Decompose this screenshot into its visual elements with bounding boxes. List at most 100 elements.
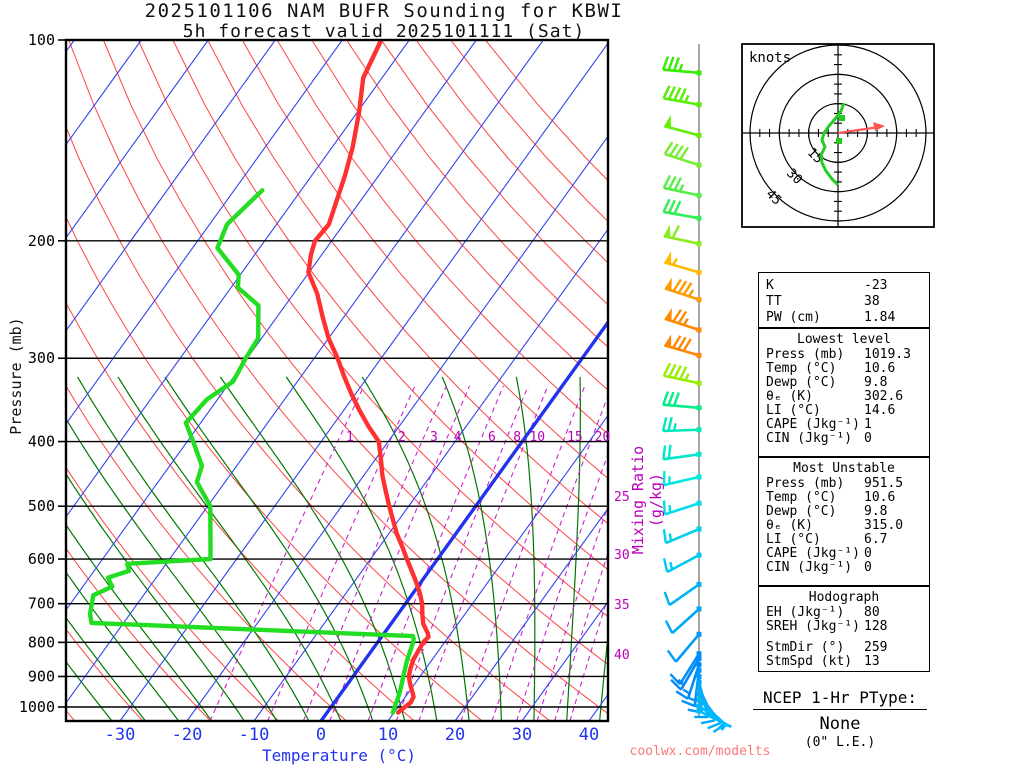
stats-row: CIN (Jkg⁻¹) 0 — [759, 432, 929, 446]
ptype-block: NCEP 1-Hr PType: None (0" L.E.) — [753, 688, 927, 751]
barb-station-dot — [696, 703, 702, 709]
stats-row: LI (°C) 6.7 — [759, 533, 929, 547]
mixing-ratio-line — [554, 551, 608, 721]
mixing-ratio-labels: 1 2 3 4 6 8 10 15 20 25 30 35 40 — [346, 430, 630, 663]
pressure-tick-label: 900 — [28, 667, 55, 685]
moist-adiabat — [66, 660, 113, 721]
mixing-ratio-line — [491, 394, 608, 721]
stats-label: SREH (Jkg⁻¹) — [766, 619, 860, 634]
moist-adiabat — [361, 376, 470, 721]
barb-half — [682, 688, 691, 695]
stats-value: 13 — [864, 654, 880, 669]
mixing-ratio-line — [536, 504, 608, 721]
wind-barb — [662, 444, 702, 461]
barb-half — [682, 317, 689, 326]
stats-row: StmSpd (kt) 13 — [759, 655, 929, 669]
barb-full — [662, 198, 671, 213]
barb-full — [661, 417, 668, 432]
barb-station-dot — [696, 691, 702, 697]
stats-label: Press (mb) — [766, 347, 845, 362]
isotherm — [253, 228, 608, 721]
barb-station-dot — [696, 667, 702, 673]
hodograph-units-label: knots — [749, 50, 791, 66]
pressure-tick-label: 700 — [28, 595, 55, 613]
barb-half — [668, 533, 673, 542]
wind-barb — [663, 224, 702, 247]
stats-label: StmSpd (kt) — [766, 654, 853, 669]
wind-barb — [670, 656, 702, 691]
barb-station-dot — [696, 474, 702, 480]
barb-full — [662, 56, 670, 71]
stats-label: θₑ (K) — [766, 389, 813, 404]
barb-station-dot — [696, 269, 702, 275]
stats-label: CIN (Jkg⁻¹) — [766, 560, 853, 575]
barb-full — [668, 363, 677, 378]
temperature-curve — [306, 40, 431, 715]
stats-box-lowest-level: Lowest level Press (mb) 1019.3 Temp (°C) 10.… — [758, 328, 930, 457]
wind-barb — [664, 277, 702, 303]
mixing-ratio-line — [460, 385, 586, 721]
temperature-axis-title: Temperature (°C) — [261, 746, 417, 765]
barb-full — [662, 558, 669, 573]
stats-value: 259 — [864, 640, 888, 655]
temperature-axis: -30 -20 -10 0 10 20 30 40 — [105, 725, 600, 745]
stats-row: CAPE (Jkg⁻¹) 0 — [759, 547, 929, 561]
stats-label: PW (cm) — [766, 310, 821, 325]
mixing-ratio-label: 40 — [614, 648, 630, 663]
barb-station-dot — [696, 606, 702, 612]
barb-full — [668, 143, 679, 157]
barb-half — [684, 94, 690, 103]
barb-full — [681, 699, 696, 708]
temperature-tick-label: 20 — [445, 725, 465, 745]
barb-shaft — [664, 317, 700, 332]
stats-value: 1019.3 — [864, 347, 911, 362]
barb-flag — [664, 114, 671, 128]
barb-half — [720, 723, 728, 731]
barb-station-dot — [696, 526, 702, 532]
temperature-tick-label: -20 — [172, 725, 203, 745]
stats-row: θₑ (K) 302.6 — [759, 390, 929, 404]
barb-shaft — [674, 633, 700, 663]
stats-label: EH (Jkg⁻¹) — [766, 605, 845, 620]
barb-shaft — [663, 234, 700, 245]
storm-motion-arrowhead — [873, 122, 885, 131]
barb-full — [677, 310, 688, 324]
stats-row: K -23 — [759, 278, 929, 294]
wind-barb — [664, 334, 702, 358]
moist-adiabat-lines — [66, 376, 608, 721]
moist-adiabat — [76, 376, 310, 721]
wind-barb — [669, 651, 702, 686]
mixing-ratio-label: 25 — [614, 490, 630, 505]
pressure-tick-label: 300 — [28, 349, 55, 367]
mixing-ratio-label: 3 — [430, 430, 438, 445]
wind-barb — [662, 174, 702, 198]
mixing-ratio-axis-title: Mixing Ratio (g/kg) — [629, 445, 665, 555]
stats-row: TT 38 — [759, 294, 929, 310]
barb-full — [664, 620, 674, 634]
stats-row: StmDir (°) 259 — [759, 641, 929, 655]
barb-station-dot — [696, 500, 702, 506]
stats-label: Press (mb) — [766, 476, 845, 491]
stats-box-hodograph: Hodograph EH (Jkg⁻¹) 80 SREH (Jkg⁻¹) 128 StmD… — [758, 586, 930, 672]
moist-adiabat — [441, 376, 502, 721]
profiles — [87, 40, 431, 715]
stats-value: 9.8 — [864, 504, 888, 519]
mixing-ratio-label: 15 — [567, 430, 583, 445]
barb-station-dot — [696, 673, 702, 679]
stats-row: θₑ (K) 315.0 — [759, 519, 929, 533]
wind-barb — [664, 606, 702, 635]
isotherm — [66, 40, 410, 518]
wind-barb — [662, 56, 702, 76]
barb-station-dot — [696, 70, 702, 76]
mixing-ratio-line — [516, 452, 608, 721]
mixing-ratio-line — [267, 385, 416, 721]
barb-half — [688, 289, 695, 297]
stats-label: θₑ (K) — [766, 518, 813, 533]
wind-barb-column — [661, 44, 732, 733]
barb-half — [677, 678, 685, 686]
stats-row: EH (Jkg⁻¹) 80 — [759, 606, 929, 620]
barb-station-dot — [696, 656, 702, 662]
dry-adiabat — [311, 40, 608, 391]
stats-value: 80 — [864, 605, 880, 620]
isotherm — [66, 40, 209, 239]
